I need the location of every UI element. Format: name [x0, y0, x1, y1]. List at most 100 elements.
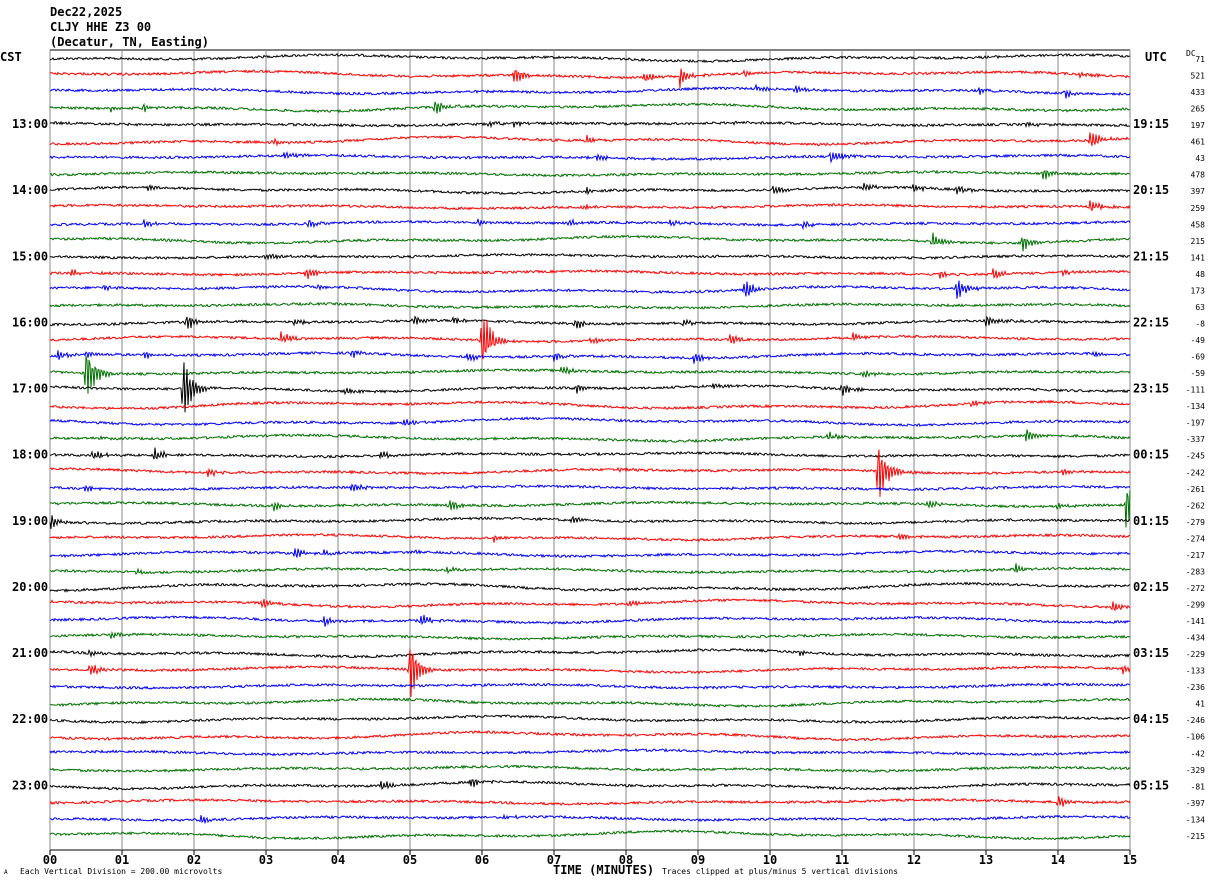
x-tick-label: 04 [331, 853, 345, 867]
trace-0 [49, 52, 1131, 64]
trace-27 [49, 490, 1131, 528]
dc-offset-label: 259 [1191, 204, 1206, 213]
left-hour-label: 22:00 [12, 712, 48, 726]
x-axis-title: TIME (MINUTES) [553, 863, 654, 877]
right-hour-label: 04:15 [1133, 712, 1169, 726]
right-hour-label: 20:15 [1133, 183, 1169, 197]
clip-note: Traces clipped at plus/minus 5 vertical … [662, 867, 899, 876]
trace-19 [49, 356, 1131, 394]
trace-31 [49, 563, 1131, 575]
x-tick-label: 13 [979, 853, 993, 867]
dc-offset-label: -215 [1186, 832, 1205, 841]
left-hour-label: 21:00 [12, 646, 48, 660]
dc-offset-label: 458 [1191, 220, 1206, 229]
dc-offset-label: 48 [1195, 270, 1205, 279]
trace-26 [49, 483, 1131, 493]
trace-21 [49, 399, 1131, 411]
dc-offset-label: -229 [1186, 650, 1205, 659]
right-hour-label: 05:15 [1133, 778, 1169, 792]
dc-offset-label: -49 [1191, 336, 1206, 345]
left-hour-label: 23:00 [12, 778, 48, 792]
trace-8 [49, 182, 1131, 196]
dc-offset-label: -217 [1186, 551, 1205, 560]
trace-24 [49, 447, 1131, 460]
trace-12 [49, 252, 1131, 261]
dc-offset-label: 197 [1191, 121, 1206, 130]
trace-47 [49, 829, 1131, 841]
trace-44 [49, 778, 1131, 792]
dc-offset-label: -434 [1186, 634, 1205, 643]
trace-32 [49, 581, 1131, 593]
trace-17 [49, 319, 1131, 360]
dc-offset-label: -141 [1186, 617, 1205, 626]
right-hour-label: 01:15 [1133, 514, 1169, 528]
left-hour-label: 15:00 [12, 249, 48, 263]
trace-34 [49, 614, 1131, 627]
dc-offset-label: -242 [1186, 468, 1205, 477]
dc-offset-label: 141 [1191, 253, 1206, 262]
trace-11 [49, 232, 1131, 252]
trace-20 [49, 362, 1131, 413]
trace-7 [49, 169, 1131, 180]
trace-37 [49, 649, 1131, 697]
right-hour-label: 03:15 [1133, 646, 1169, 660]
dc-offset-label: -106 [1186, 733, 1205, 742]
trace-5 [49, 132, 1131, 147]
x-tick-label: 14 [1051, 853, 1065, 867]
grid-lines [49, 49, 1131, 855]
dc-offset-label: -261 [1186, 485, 1205, 494]
x-tick-label: 02 [187, 853, 201, 867]
trace-22 [49, 416, 1131, 428]
x-tick-label: 09 [691, 853, 705, 867]
dc-offset-label: -69 [1191, 353, 1206, 362]
dc-offset-label: -283 [1186, 567, 1205, 576]
x-tick-label: 05 [403, 853, 417, 867]
dc-offset-label: -197 [1186, 419, 1205, 428]
trace-16 [49, 315, 1131, 329]
trace-4 [49, 120, 1130, 129]
x-tick-label: 12 [907, 853, 921, 867]
trace-45 [49, 796, 1131, 807]
trace-13 [49, 268, 1131, 280]
trace-28 [49, 515, 1131, 529]
dc-offset-label: 63 [1195, 303, 1205, 312]
dc-offset-label: -134 [1186, 815, 1205, 824]
trace-33 [50, 598, 1131, 612]
plot-date: Dec22,2025 [50, 5, 123, 19]
x-tick-label: 03 [259, 853, 273, 867]
trace-3 [49, 101, 1131, 114]
right-hour-label: 00:15 [1133, 448, 1169, 462]
trace-23 [50, 429, 1131, 443]
dc-offset-label: -262 [1186, 501, 1205, 510]
dc-offset-label: -134 [1186, 402, 1205, 411]
dc-offset-label: 43 [1195, 154, 1205, 163]
dc-offset-label: 461 [1191, 138, 1206, 147]
dc-offset-label: -397 [1186, 799, 1205, 808]
dc-header-label: DC [1186, 49, 1196, 58]
trace-35 [49, 630, 1131, 641]
trace-6 [49, 150, 1131, 164]
trace-46 [50, 813, 1131, 824]
trace-25 [49, 449, 1131, 497]
trace-29 [49, 532, 1130, 543]
logo-mark: A [4, 869, 8, 876]
dc-offset-label: -274 [1186, 534, 1205, 543]
axis-labels: 00 01 02 03 04 05 06 07 08 09 10 11 12 13 14 1571521433… [12, 49, 1205, 867]
trace-40 [49, 714, 1131, 725]
left-hour-label: 17:00 [12, 382, 48, 396]
station-location: (Decatur, TN, Easting) [50, 35, 209, 49]
dc-offset-label: 433 [1191, 88, 1206, 97]
dc-offset-label: 41 [1195, 700, 1205, 709]
traces [49, 52, 1131, 841]
trace-41 [50, 729, 1131, 742]
trace-18 [49, 349, 1131, 364]
right-hour-label: 19:15 [1133, 117, 1169, 131]
right-hour-label: 21:15 [1133, 249, 1169, 263]
scale-note: Each Vertical Division = 200.00 microvol… [20, 867, 223, 876]
trace-2 [49, 83, 1131, 99]
trace-1 [49, 68, 1131, 88]
x-tick-label: 00 [43, 853, 57, 867]
trace-15 [49, 301, 1131, 310]
dc-offset-label: 71 [1195, 55, 1205, 64]
